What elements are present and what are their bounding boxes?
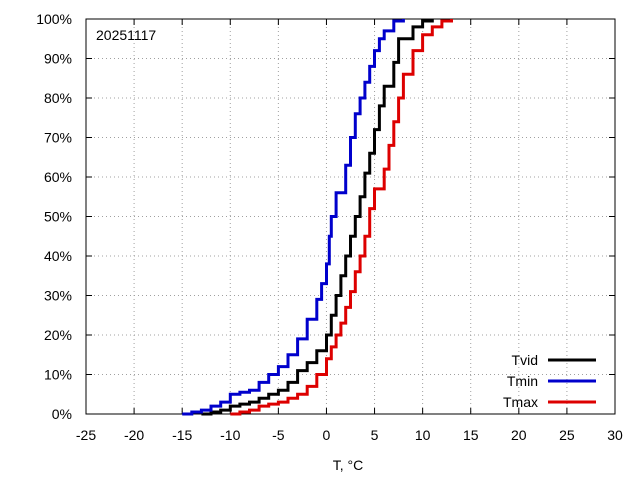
axis-ticks: -25 -20 -15 -10 -5 0 5 10 15 20 25 30 0% 10% 20% 30% 40%… [36, 11, 623, 443]
x-tick-label: -10 [220, 427, 240, 443]
y-tick-label: 10% [44, 367, 72, 383]
legend-label-tmax: Tmax [503, 394, 538, 410]
x-tick-label: 20 [511, 427, 527, 443]
x-tick-label: -15 [172, 427, 192, 443]
x-tick-label: -5 [272, 427, 285, 443]
y-tick-label: 50% [44, 209, 72, 225]
y-tick-label: 70% [44, 130, 72, 146]
y-tick-label: 80% [44, 90, 72, 106]
series-lines [182, 19, 453, 416]
y-tick-label: 30% [44, 288, 72, 304]
x-tick-label: 5 [371, 427, 379, 443]
y-tick-label: 40% [44, 248, 72, 264]
y-tick-label: 0% [52, 406, 72, 422]
legend: Tvid Tmin Tmax [503, 352, 596, 410]
x-tick-label: 25 [559, 427, 575, 443]
legend-label-tvid: Tvid [512, 352, 538, 368]
x-tick-label: 10 [415, 427, 431, 443]
x-tick-label: 0 [323, 427, 331, 443]
grid [86, 19, 615, 414]
legend-label-tmin: Tmin [507, 373, 538, 389]
series-line-tmax [230, 19, 453, 416]
x-tick-label: 30 [607, 427, 623, 443]
x-tick-label: 15 [463, 427, 479, 443]
y-tick-label: 100% [36, 11, 72, 27]
x-tick-label: -20 [124, 427, 144, 443]
series-line-tvid [201, 19, 434, 416]
date-annotation: 20251117 [96, 27, 156, 43]
x-tick-label: -25 [76, 427, 96, 443]
y-tick-label: 90% [44, 51, 72, 67]
y-tick-label: 20% [44, 327, 72, 343]
y-tick-label: 60% [44, 169, 72, 185]
series-line-tmin [182, 19, 405, 416]
x-axis-label: T, °C [333, 457, 364, 473]
